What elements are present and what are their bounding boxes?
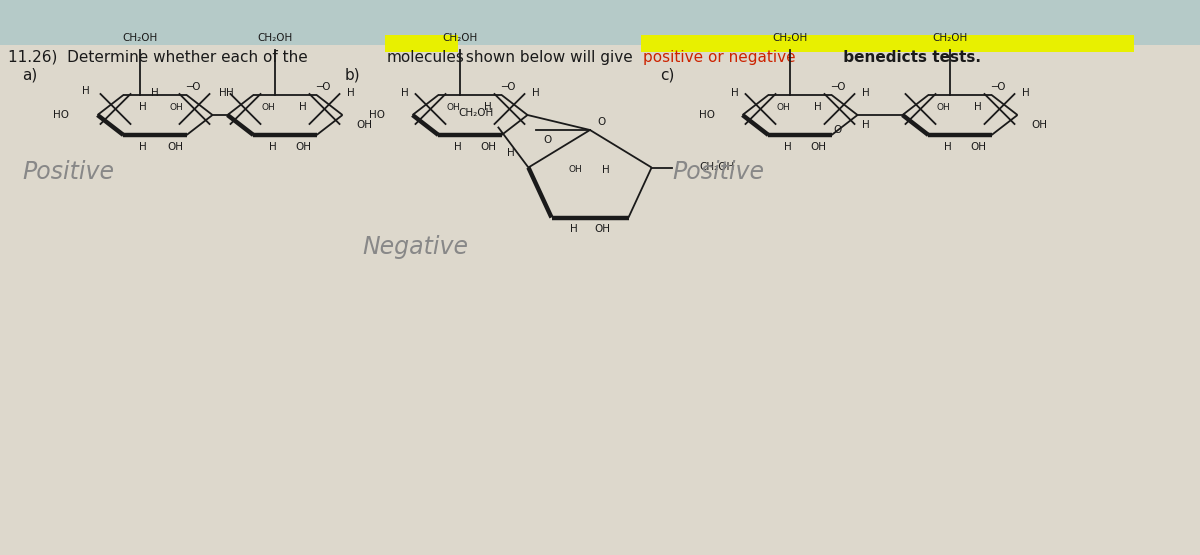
- Text: CH₂OH: CH₂OH: [458, 108, 494, 118]
- Text: H: H: [299, 102, 307, 112]
- Text: H: H: [862, 88, 869, 98]
- Text: H: H: [151, 88, 158, 98]
- Text: OH: OH: [970, 142, 986, 152]
- Text: c): c): [660, 67, 674, 82]
- Text: CH₂OH: CH₂OH: [122, 33, 157, 43]
- Text: H: H: [506, 148, 515, 158]
- Text: b): b): [346, 67, 361, 82]
- Text: Positive: Positive: [22, 160, 114, 184]
- Text: OH: OH: [569, 165, 582, 174]
- Text: OH: OH: [295, 142, 311, 152]
- Text: positive or negative: positive or negative: [643, 50, 796, 65]
- Text: Negative: Negative: [362, 235, 468, 259]
- Text: O: O: [834, 125, 842, 135]
- Text: H: H: [784, 142, 792, 152]
- Bar: [385, 35, 458, 52]
- Text: ─O: ─O: [830, 82, 845, 92]
- Text: ─O: ─O: [316, 82, 330, 92]
- Text: H: H: [269, 142, 277, 152]
- Text: H: H: [602, 165, 610, 175]
- Text: HO: HO: [54, 110, 70, 120]
- Text: ─O: ─O: [500, 82, 515, 92]
- Bar: [0, 0, 1200, 45]
- Text: H: H: [454, 142, 462, 152]
- Text: H: H: [814, 102, 822, 112]
- Text: O: O: [598, 117, 606, 127]
- Text: H: H: [570, 225, 578, 235]
- Text: OH: OH: [446, 103, 460, 112]
- Text: OH: OH: [776, 103, 790, 112]
- Text: H: H: [218, 88, 227, 98]
- Text: CH₂OH: CH₂OH: [932, 33, 967, 43]
- Text: H: H: [862, 120, 869, 130]
- Text: H: H: [226, 88, 233, 98]
- Text: OH: OH: [594, 225, 610, 235]
- Text: HO: HO: [698, 110, 714, 120]
- Text: shown below will give: shown below will give: [461, 50, 637, 65]
- Text: CH₂OH: CH₂OH: [257, 33, 293, 43]
- Text: ─O: ─O: [991, 82, 1006, 92]
- Text: CH₂OH: CH₂OH: [773, 33, 808, 43]
- Text: H: H: [532, 88, 539, 98]
- Text: H: H: [974, 102, 982, 112]
- Text: a): a): [22, 67, 37, 82]
- Text: OH: OH: [1032, 120, 1048, 130]
- Text: OH: OH: [262, 103, 275, 112]
- Text: H: H: [139, 102, 146, 112]
- Text: OH: OH: [936, 103, 950, 112]
- Text: H: H: [82, 86, 89, 96]
- Text: H: H: [401, 88, 408, 98]
- Text: H: H: [731, 88, 738, 98]
- Text: benedicts tests.: benedicts tests.: [838, 50, 982, 65]
- Text: molecules: molecules: [386, 50, 464, 65]
- Text: Positive: Positive: [672, 160, 764, 184]
- Text: H: H: [1021, 88, 1030, 98]
- Text: CH₂OH: CH₂OH: [698, 163, 734, 173]
- Text: H: H: [484, 102, 492, 112]
- Text: OH: OH: [169, 103, 182, 112]
- Text: OH: OH: [356, 120, 372, 130]
- Text: ─O: ─O: [186, 82, 200, 92]
- Text: HO: HO: [368, 110, 384, 120]
- Text: H: H: [347, 88, 354, 98]
- Text: OH: OH: [167, 142, 182, 152]
- Text: 11.26)  Determine whether each of the: 11.26) Determine whether each of the: [8, 50, 313, 65]
- Bar: [641, 35, 1134, 52]
- Text: H: H: [139, 142, 146, 152]
- Text: O: O: [544, 135, 552, 145]
- Text: H: H: [944, 142, 952, 152]
- Text: OH: OH: [480, 142, 496, 152]
- Text: CH₂OH: CH₂OH: [443, 33, 478, 43]
- Text: OH: OH: [810, 142, 826, 152]
